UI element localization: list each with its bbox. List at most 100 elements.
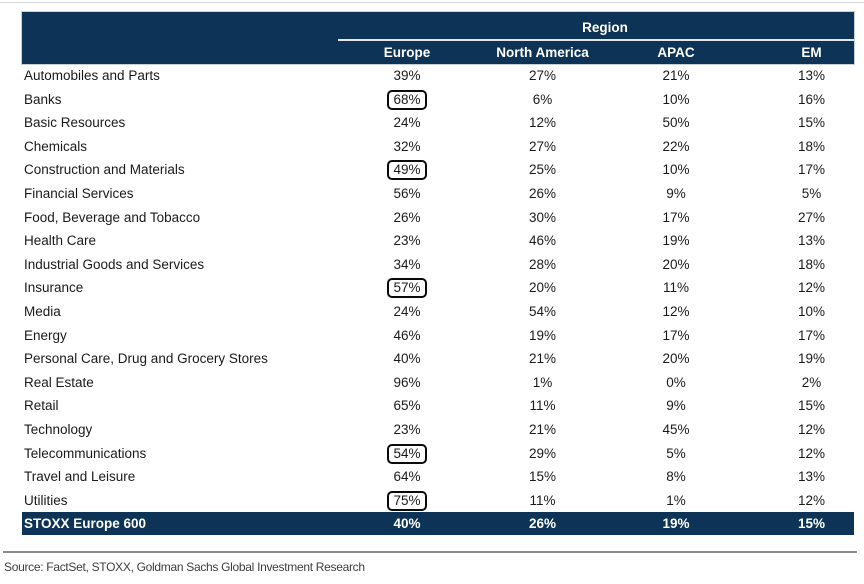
sector-label: Technology: [24, 421, 93, 437]
value-text: 9%: [666, 398, 686, 414]
sector-label: Real Estate: [24, 374, 94, 390]
value-text: 10%: [662, 91, 690, 107]
value-text: 27%: [528, 138, 557, 154]
value-cell-north-america: 21%: [476, 347, 609, 371]
sector-label: Telecommunications: [24, 445, 147, 461]
value-cell-europe: 39%: [338, 64, 476, 88]
value-cell-apac: 1%: [609, 489, 743, 513]
value-text: 9%: [666, 185, 686, 201]
value-cell-apac: 20%: [609, 253, 743, 277]
table-header: Region Europe North America APAC EM: [22, 12, 854, 64]
table-row: Banks 68% 6% 10% 16%: [22, 88, 854, 112]
value-cell-em: 18%: [743, 135, 854, 159]
value-cell-em: 15%: [743, 111, 854, 135]
value-cell-em: 18%: [743, 253, 854, 277]
column-header-north-america: North America: [496, 45, 589, 60]
table-row: Chemicals 32% 27% 22% 18%: [22, 135, 854, 159]
value-text: 17%: [662, 327, 690, 343]
value-cell-north-america: 25%: [476, 158, 609, 182]
sector-label: Chemicals: [24, 138, 88, 154]
sector-label: Food, Beverage and Tobacco: [24, 209, 201, 225]
value-cell-em: 13%: [743, 465, 854, 489]
value-text: 12%: [797, 492, 826, 508]
value-cell-em: 15%: [743, 394, 854, 418]
table-row: Health Care 23% 46% 19% 13%: [22, 229, 854, 253]
value-cell-em: 16%: [743, 88, 854, 112]
value-cell-north-america: 54%: [476, 300, 609, 324]
total-row-label: STOXX Europe 600: [24, 516, 147, 532]
value-text: 28%: [528, 256, 557, 272]
value-cell-em: 19%: [743, 347, 854, 371]
value-text: 17%: [797, 162, 826, 178]
value-text: 5%: [801, 185, 822, 201]
table-row: Media 24% 54% 12% 10%: [22, 300, 854, 324]
value-cell-apac: 22%: [609, 135, 743, 159]
value-cell-north-america: 15%: [476, 465, 609, 489]
table-row: Energy 46% 19% 17% 17%: [22, 324, 854, 348]
value-text: 23%: [393, 421, 421, 437]
value-cell-europe: 26%: [338, 206, 476, 230]
value-text: 26%: [393, 209, 421, 225]
table-row: Technology 23% 21% 45% 12%: [22, 418, 854, 442]
value-text: 12%: [662, 303, 690, 319]
value-text: 19%: [797, 351, 826, 367]
value-cell-em: 17%: [743, 158, 854, 182]
value-text: 24%: [393, 115, 421, 131]
value-cell-north-america: 6%: [476, 88, 609, 112]
highlight-box: 54%: [387, 443, 427, 464]
table-row: Basic Resources 24% 12% 50% 15%: [22, 111, 854, 135]
table-row: Retail 65% 11% 9% 15%: [22, 394, 854, 418]
source-note: Source: FactSet, STOXX, Goldman Sachs Gl…: [4, 560, 365, 574]
value-text: 21%: [528, 421, 557, 437]
value-text: 5%: [666, 445, 686, 461]
sector-label: Automobiles and Parts: [24, 68, 160, 83]
region-sector-table: Region Europe North America APAC EM Auto…: [22, 12, 854, 536]
value-cell-apac: 20%: [609, 347, 743, 371]
table-row: Utilities 75% 11% 1% 12%: [22, 489, 854, 513]
sector-label: Basic Resources: [24, 115, 126, 131]
value-cell-north-america: 27%: [476, 64, 609, 88]
table-row: Automobiles and Parts 39% 27% 21% 13%: [22, 64, 854, 88]
value-cell-em: 13%: [743, 229, 854, 253]
value-cell-em: 5%: [743, 182, 854, 206]
value-text: 27%: [797, 209, 826, 225]
table-row: Insurance 57% 20% 11% 12%: [22, 276, 854, 300]
table-row: Telecommunications 54% 29% 5% 12%: [22, 442, 854, 466]
value-cell-europe: 96%: [338, 371, 476, 395]
sector-label: Financial Services: [24, 185, 134, 201]
value-text: 0%: [666, 374, 686, 390]
sector-label: Travel and Leisure: [24, 469, 136, 485]
value-cell-em: 12%: [743, 489, 854, 513]
sector-label: Industrial Goods and Services: [24, 256, 205, 272]
value-cell-north-america: 28%: [476, 253, 609, 277]
bottom-divider: [3, 551, 857, 553]
value-cell-apac: 17%: [609, 324, 743, 348]
value-cell-europe: 68%: [338, 88, 476, 112]
value-text: 2%: [801, 374, 822, 390]
value-text: 13%: [797, 469, 826, 485]
table-row: Food, Beverage and Tobacco 26% 30% 17% 27%: [22, 206, 854, 230]
value-text: 12%: [797, 421, 826, 437]
value-cell-apac: 5%: [609, 442, 743, 466]
value-cell-apac: 45%: [609, 418, 743, 442]
table-row: Personal Care, Drug and Grocery Stores 40…: [22, 347, 854, 371]
sector-label: Retail: [24, 398, 59, 414]
value-cell-north-america: 1%: [476, 371, 609, 395]
value-cell-europe: 34%: [338, 253, 476, 277]
value-text: 20%: [662, 256, 690, 272]
sector-label: Utilities: [24, 492, 68, 508]
value-cell-europe: 49%: [338, 158, 476, 182]
value-cell-north-america: 11%: [476, 489, 609, 513]
column-header-row: Europe North America APAC EM: [22, 41, 854, 64]
total-value-europe: 40%: [393, 516, 421, 532]
value-text: 12%: [797, 445, 826, 461]
value-text: 15%: [797, 398, 826, 414]
sector-label: Energy: [24, 327, 67, 343]
value-text: 8%: [666, 469, 686, 485]
value-cell-apac: 17%: [609, 206, 743, 230]
value-text: 19%: [528, 327, 557, 343]
value-text: 40%: [393, 351, 421, 367]
value-cell-north-america: 19%: [476, 324, 609, 348]
value-text: 18%: [797, 138, 826, 154]
